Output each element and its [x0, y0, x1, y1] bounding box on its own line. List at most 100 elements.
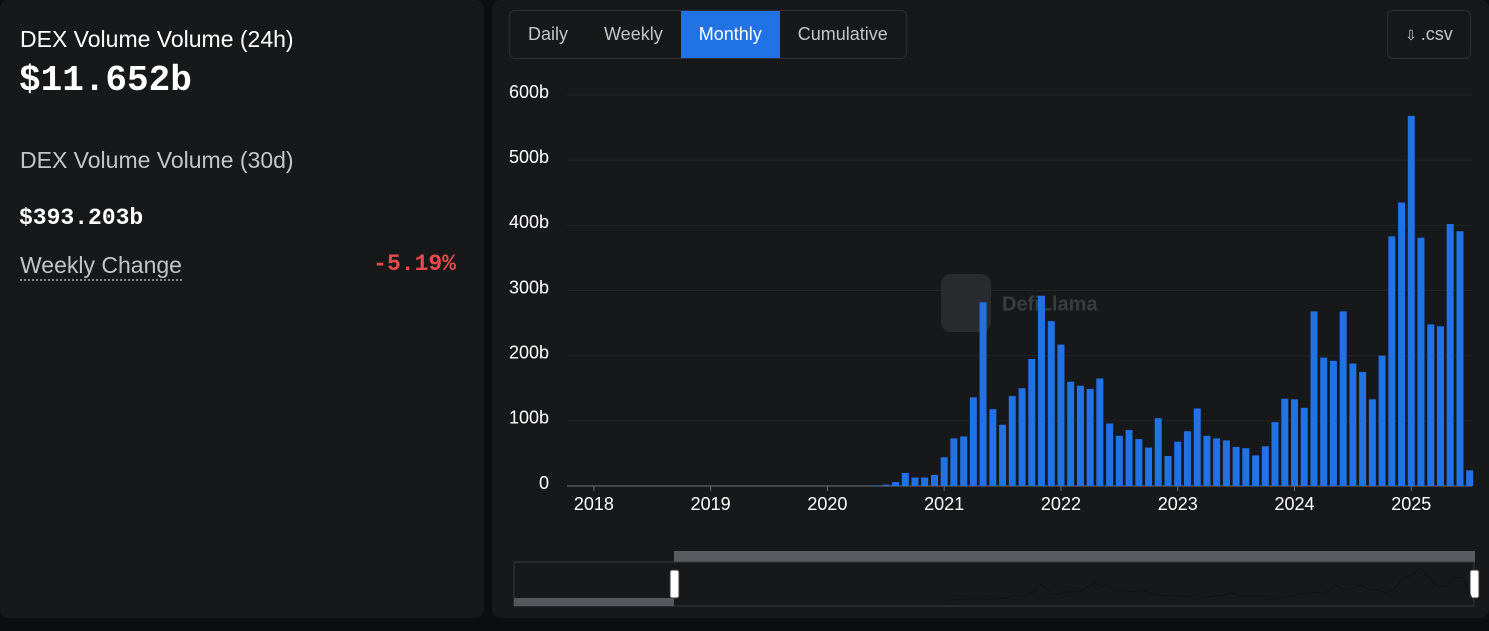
- stat-label: DEX Volume Volume (24h): [20, 26, 294, 52]
- bar: [1427, 324, 1435, 486]
- y-tick-label: 300b: [509, 277, 549, 297]
- stats-panel: DEX Volume Volume (24h) $11.652b DEX Vol…: [0, 0, 484, 618]
- bar: [960, 436, 968, 486]
- tab-group: Daily Weekly Monthly Cumulative: [509, 10, 907, 59]
- tab[interactable]: Daily: [528, 24, 569, 44]
- bar: [1213, 438, 1221, 486]
- bar: [940, 457, 948, 486]
- bar: [1417, 237, 1425, 486]
- bar: [1446, 224, 1454, 486]
- bar: [1378, 355, 1386, 486]
- bar: [901, 472, 909, 486]
- bar: [1145, 447, 1153, 486]
- brush-handle[interactable]: [669, 569, 680, 599]
- bar: [1174, 441, 1182, 486]
- bar: [1456, 231, 1464, 486]
- bar: [1281, 398, 1289, 486]
- bar: [1339, 311, 1347, 486]
- stat-value: -5.19%: [373, 251, 456, 277]
- y-tick-label: 500b: [509, 147, 549, 167]
- bar: [979, 302, 987, 486]
- bar: [1067, 381, 1075, 486]
- bar: [1398, 202, 1406, 486]
- bar: [1135, 439, 1143, 486]
- bar: [989, 409, 997, 486]
- brush-bar[interactable]: [674, 551, 1475, 562]
- bar: [1086, 388, 1094, 486]
- brush-line: [947, 567, 1473, 601]
- y-tick-label: 200b: [509, 342, 549, 362]
- bar: [1466, 470, 1474, 486]
- bar: [1291, 399, 1299, 486]
- y-tick-label: 0: [539, 473, 549, 493]
- bar: [1242, 448, 1250, 486]
- stat-label: DEX Volume Volume (30d): [20, 147, 294, 173]
- bar: [1183, 431, 1191, 486]
- stat-label: Weekly Change: [20, 252, 182, 281]
- stat-value: $393.203b: [19, 205, 144, 231]
- y-tick-label: 100b: [509, 408, 549, 428]
- bar: [1252, 455, 1260, 486]
- csv-button[interactable]: ⇩ .csv: [1387, 10, 1471, 59]
- bar: [1232, 446, 1240, 486]
- bar: [999, 424, 1007, 486]
- x-tick-label: 2024: [1274, 494, 1314, 514]
- bar: [950, 438, 958, 486]
- bar: [882, 484, 890, 486]
- bar: [1349, 363, 1357, 486]
- bar: [1436, 326, 1444, 486]
- tab[interactable]: Cumulative: [797, 24, 888, 44]
- bar: [1388, 236, 1396, 486]
- bar: [1115, 435, 1123, 486]
- bar: [1164, 456, 1172, 486]
- watermark-icon: [941, 274, 991, 332]
- y-tick-label: 400b: [509, 212, 549, 232]
- bar: [1125, 429, 1133, 486]
- bar: [1008, 396, 1016, 486]
- bar: [1096, 378, 1104, 486]
- x-tick-label: 2021: [924, 494, 964, 514]
- bar: [1047, 321, 1055, 486]
- bar: [872, 485, 880, 486]
- bar: [1106, 423, 1114, 486]
- x-tick-label: 2023: [1158, 494, 1198, 514]
- brush-mask: [514, 598, 674, 606]
- bar: [1203, 435, 1211, 486]
- x-tick-label: 2020: [807, 494, 847, 514]
- x-tick-label: 2025: [1391, 494, 1431, 514]
- bar: [1407, 115, 1415, 486]
- tab[interactable]: Monthly: [680, 11, 780, 58]
- bar: [1037, 295, 1045, 486]
- watermark: DefiLlama: [1002, 293, 1098, 315]
- bar: [930, 474, 938, 486]
- bar: [911, 477, 919, 486]
- stat-value: $11.652b: [19, 60, 192, 101]
- bar: [969, 397, 977, 486]
- bar: [1261, 446, 1269, 486]
- brush-handle[interactable]: [1469, 569, 1480, 599]
- bar: [1320, 357, 1328, 486]
- bar: [1222, 440, 1230, 486]
- bar: [1028, 358, 1036, 486]
- bar: [1310, 311, 1318, 486]
- bar: [1329, 360, 1337, 486]
- bar: [1300, 407, 1308, 486]
- x-tick-label: 2018: [574, 494, 614, 514]
- bar: [921, 477, 929, 486]
- bar: [1359, 371, 1367, 486]
- csv-label: .csv: [1420, 24, 1453, 44]
- bar: [1057, 344, 1065, 486]
- bar: [1076, 385, 1084, 486]
- bar: [891, 482, 899, 486]
- y-tick-label: 600b: [509, 82, 549, 102]
- x-tick-label: 2019: [691, 494, 731, 514]
- bar: [1368, 399, 1376, 486]
- bar: [1271, 422, 1279, 486]
- bar: [1154, 418, 1162, 486]
- tab[interactable]: Weekly: [604, 24, 663, 44]
- bar: [1193, 408, 1201, 486]
- bar: [1018, 388, 1026, 486]
- x-tick-label: 2022: [1041, 494, 1081, 514]
